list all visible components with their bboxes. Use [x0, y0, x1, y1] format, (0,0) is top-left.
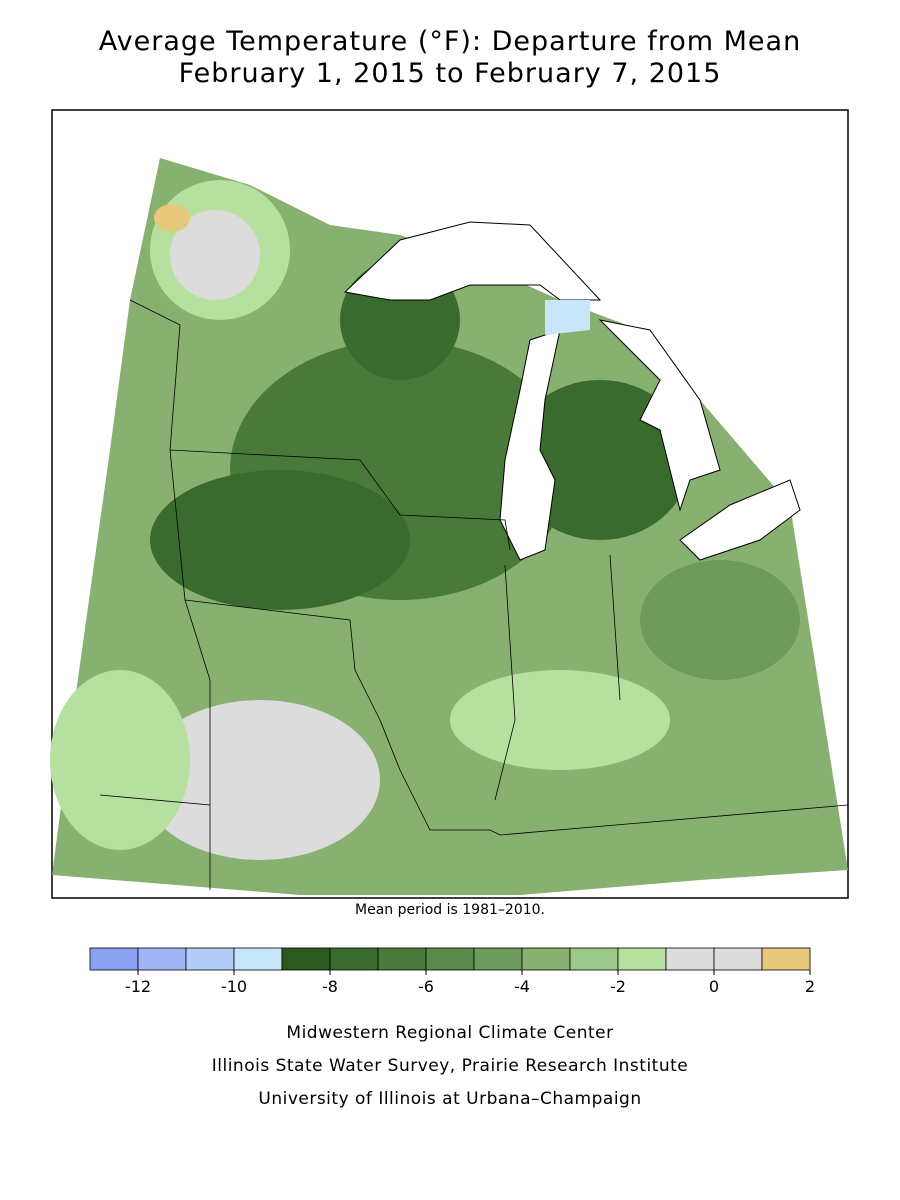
zone: [545, 300, 590, 335]
legend-swatch: [89, 947, 139, 971]
legend-tick-label: -2: [610, 977, 626, 996]
legend-tick-label: -8: [322, 977, 338, 996]
mean-period-note: Mean period is 1981–2010.: [355, 902, 545, 918]
zone: [154, 204, 190, 232]
legend-swatch: [761, 947, 811, 971]
legend-swatch: [569, 947, 619, 971]
zone: [150, 470, 410, 610]
legend-swatch: [425, 947, 475, 971]
credit-line: University of Illinois at Urbana–Champai…: [258, 1089, 641, 1109]
legend-tick-label: -10: [221, 977, 247, 996]
zone: [50, 670, 190, 850]
zone: [640, 560, 800, 680]
legend-tick-label: -12: [125, 977, 151, 996]
legend-swatch: [233, 947, 283, 971]
credit-line: Illinois State Water Survey, Prairie Res…: [212, 1056, 688, 1076]
zone: [170, 210, 260, 300]
legend-swatch: [137, 947, 187, 971]
legend: -12 -10 -8 -6 -4 -2 0 2: [89, 947, 815, 996]
legend-swatch: [185, 947, 235, 971]
legend-swatch: [713, 947, 763, 971]
legend-swatch: [281, 947, 331, 971]
legend-tick-label: -6: [418, 977, 434, 996]
zone: [450, 670, 670, 770]
state-borders: [99, 299, 849, 890]
title: Average Temperature (°F): Departure from…: [99, 26, 801, 57]
credit-line: Midwestern Regional Climate Center: [286, 1023, 613, 1043]
lake-michigan: [499, 329, 561, 561]
legend-swatch: [473, 947, 523, 971]
legend-swatch: [329, 947, 379, 971]
subtitle: February 1, 2015 to February 7, 2015: [179, 58, 722, 89]
map: [50, 109, 849, 899]
legend-tick-label: -4: [514, 977, 530, 996]
legend-tick-label: 2: [805, 977, 815, 996]
lake-huron: [598, 319, 721, 512]
zone: [140, 700, 380, 860]
legend-swatch: [377, 947, 427, 971]
lake-erie: [679, 479, 801, 561]
legend-swatch: [617, 947, 667, 971]
legend-tick-label: 0: [709, 977, 719, 996]
legend-swatch: [521, 947, 571, 971]
legend-swatch: [665, 947, 715, 971]
